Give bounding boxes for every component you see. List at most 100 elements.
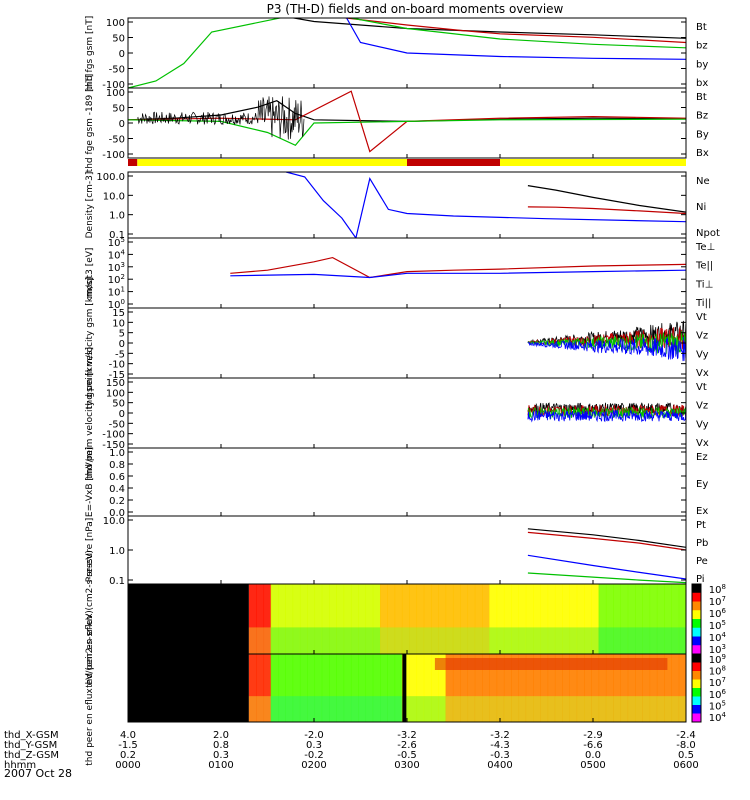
spectrogram-column <box>263 654 272 722</box>
spectrogram-column-low <box>489 696 498 722</box>
spectrogram-column <box>285 584 294 654</box>
spectrogram-column <box>467 584 476 654</box>
y-tick-label: 103 <box>108 261 125 274</box>
spectrogram-column <box>299 584 308 654</box>
legend-ti||: Ti|| <box>695 298 711 309</box>
spectrogram-column <box>613 584 622 654</box>
spectrogram-column <box>525 654 534 722</box>
spectrogram-column <box>329 584 337 654</box>
spectrogram-column-low <box>278 696 286 722</box>
spectrogram-column <box>540 584 549 654</box>
legend-bz: bz <box>696 41 708 52</box>
spectrogram-column-low <box>554 696 563 722</box>
legend-npot: Npot <box>696 228 720 239</box>
y-tick-label: -50 <box>109 419 125 430</box>
colorbar-tick-label: 106 <box>709 688 727 701</box>
y-tick-label: 0.1 <box>109 230 125 241</box>
spectrogram-column-low <box>613 627 622 654</box>
spectrogram-column <box>642 584 651 654</box>
spectrogram-column <box>423 654 432 722</box>
spectrogram-column-low <box>554 627 563 654</box>
y-tick-label: -150 <box>102 440 125 451</box>
spectrogram-column-low <box>671 696 680 722</box>
spectrogram-column <box>314 584 323 654</box>
spectrogram-column <box>285 654 294 722</box>
spectrogram-column-low <box>336 696 345 722</box>
y-axis-label: Pressure [nPa] <box>85 518 95 583</box>
spectrogram-column <box>547 654 556 722</box>
colorbar-tick-label: 106 <box>709 607 727 620</box>
spectrogram-column-low <box>627 696 636 722</box>
y-tick-label: 100.0 <box>96 172 125 183</box>
spectrogram-column-low <box>358 627 367 654</box>
y-axis-label: thd peir en eflux (cm2-s-sr-eV) <box>85 550 95 688</box>
spectrogram-column <box>256 654 265 722</box>
spectrogram-column <box>380 584 388 654</box>
spectrogram-column <box>496 654 505 722</box>
data-gap <box>402 654 407 722</box>
spectrogram-column-low <box>489 627 498 654</box>
spectrogram-column-low <box>635 696 643 722</box>
spectrogram-column <box>467 654 476 722</box>
spectrogram-column <box>423 584 432 654</box>
spectrogram-column <box>576 584 585 654</box>
series-noise-trace <box>527 327 686 350</box>
spectrogram-column-low <box>474 627 483 654</box>
series-pi-line <box>527 554 686 580</box>
spectrogram-column <box>372 584 381 654</box>
legend-bz: Bz <box>696 111 708 122</box>
spectrogram-column-low <box>299 696 308 722</box>
spectrogram-column <box>358 584 367 654</box>
spectrogram-column-low <box>635 627 643 654</box>
colorbar-segment <box>692 654 701 663</box>
spectrogram-column-low <box>423 627 432 654</box>
legend-ey: Ey <box>696 479 708 490</box>
y-tick-label: 0.6 <box>109 472 125 483</box>
spectrogram-column <box>642 654 651 722</box>
spectrogram-column <box>365 584 374 654</box>
spectrogram-column-low <box>263 627 272 654</box>
spectrogram-column <box>649 584 658 654</box>
spectrogram-column <box>525 584 534 654</box>
legend-bt: Bt <box>696 22 707 33</box>
x-axis-value: -6.6 <box>583 740 603 751</box>
spectrogram-column-low <box>533 627 541 654</box>
spectrogram-column-low <box>620 696 629 722</box>
spectrogram-column-low <box>343 696 352 722</box>
spectrogram-column <box>533 584 541 654</box>
series-pb-line <box>527 531 686 551</box>
spectrogram-column-low <box>671 627 680 654</box>
legend-pt: Pt <box>696 520 706 531</box>
spectrogram-column <box>321 584 330 654</box>
y-tick-label: 50 <box>112 34 125 45</box>
spectrogram-column-low <box>474 696 483 722</box>
x-axis-value: 0000 <box>115 760 140 771</box>
spectrogram-column-low <box>445 696 454 722</box>
colorbar-segment <box>692 679 701 689</box>
x-axis-row-label: hhmm <box>4 760 36 771</box>
spectrogram-column-low <box>263 696 272 722</box>
colorbar-segment <box>692 627 701 637</box>
spectrogram-column <box>584 584 592 654</box>
x-axis-value: -1.5 <box>118 740 138 751</box>
legend-vy: Vy <box>696 349 709 360</box>
x-axis-value: -8.0 <box>676 740 696 751</box>
series-ne-line <box>527 206 686 215</box>
colorbar-tick-label: 107 <box>709 595 726 608</box>
y-tick-label: 105 <box>108 236 125 249</box>
legend-vt: Vt <box>696 312 707 323</box>
series-pe-line <box>527 572 686 584</box>
spectrogram-column <box>533 654 541 722</box>
x-axis-value: 0200 <box>301 760 326 771</box>
x-axis-value: -0.3 <box>490 750 510 761</box>
colorbar-segment <box>692 645 701 655</box>
spectrogram-column <box>649 654 658 722</box>
spectrogram-column <box>474 654 483 722</box>
panel-traces-5 <box>527 402 686 423</box>
spectrogram-column-low <box>656 627 665 654</box>
spectrogram-column <box>307 654 316 722</box>
spectrogram-column-low <box>620 627 629 654</box>
spectrogram-column <box>372 654 381 722</box>
spectrogram-column-low <box>569 696 578 722</box>
colorbar-tick-label: 105 <box>709 619 726 632</box>
